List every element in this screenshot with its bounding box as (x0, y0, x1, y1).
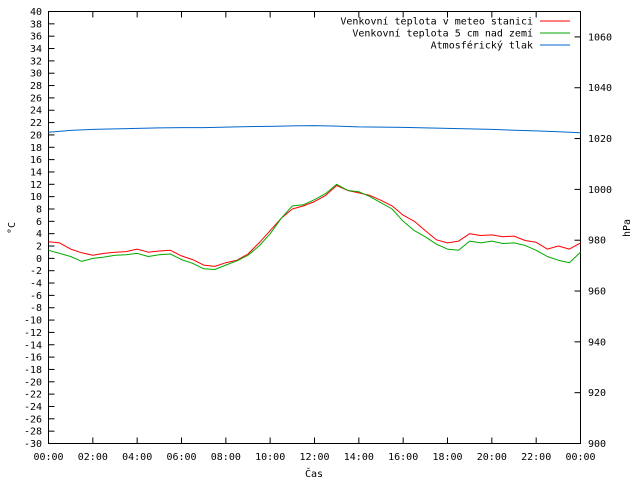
x-tick-label: 00:00 (565, 452, 595, 463)
y-right-tick-label: 960 (588, 287, 606, 298)
x-tick-label: 22:00 (521, 452, 551, 463)
y-left-tick-label: 0 (36, 254, 42, 265)
y-axis-left-title: °C (7, 222, 18, 234)
y-axis-left: 4038363432302826242220181614121086420-2-… (24, 7, 55, 450)
y-left-tick-label: 26 (30, 93, 42, 104)
y-right-tick-label: 920 (588, 388, 606, 399)
y-axis-right: 1060 1040 1020 1000 980 960 940 920 900 (574, 32, 612, 450)
y-left-tick-label: 22 (30, 118, 42, 129)
legend: Venkovní teplota v meteo staniciVenkovní… (340, 16, 570, 52)
y-left-tick-label: 12 (30, 180, 42, 191)
x-tick-label: 06:00 (166, 452, 196, 463)
y-right-tick-label: 1020 (588, 134, 612, 145)
y-left-tick-label: 10 (30, 192, 42, 203)
y-left-tick-label: 18 (30, 143, 42, 154)
y-left-tick-label: 20 (30, 130, 42, 141)
y-left-tick-label: -4 (30, 279, 42, 290)
y-left-tick-label: -10 (24, 316, 42, 327)
y-left-tick-label: -12 (24, 328, 42, 339)
y-left-tick-label: 8 (36, 204, 42, 215)
legend-label: Venkovní teplota 5 cm nad zemí (352, 28, 533, 40)
y-left-tick-label: -2 (30, 266, 42, 277)
y-left-tick-label: 30 (30, 69, 42, 80)
y-left-tick-label: 16 (30, 155, 42, 166)
y-right-tick-label: 1040 (588, 83, 612, 94)
series-line-venkovni-teplota-v-meteo-stanici (48, 185, 581, 267)
x-axis-title: Čas (305, 467, 323, 480)
y-left-tick-label: 28 (30, 81, 42, 92)
legend-label: Atmosférický tlak (431, 40, 533, 52)
y-left-tick-label: 14 (30, 167, 42, 178)
y-left-tick-label: 6 (36, 217, 42, 228)
y-left-tick-label: -16 (24, 353, 42, 364)
y-left-tick-label: 38 (30, 19, 42, 30)
y-left-tick-label: 2 (36, 242, 42, 253)
x-axis: 00:00 02:00 04:00 06:00 08:00 10:00 12:00 14:00… (33, 11, 596, 463)
x-tick-label: 14:00 (344, 452, 374, 463)
y-left-tick-label: -28 (24, 427, 42, 438)
x-tick-label: 20:00 (477, 452, 507, 463)
x-tick-label: 00:00 (33, 452, 63, 463)
y-right-tick-label: 900 (588, 439, 606, 450)
y-left-tick-label: -14 (24, 340, 42, 351)
x-tick-label: 08:00 (211, 452, 241, 463)
y-left-tick-label: -30 (24, 439, 42, 450)
x-tick-label: 16:00 (388, 452, 418, 463)
y-right-tick-label: 1000 (588, 185, 612, 196)
x-tick-label: 10:00 (255, 452, 285, 463)
x-tick-label: 04:00 (122, 452, 152, 463)
y-left-tick-label: -22 (24, 390, 42, 401)
y-right-tick-label: 980 (588, 236, 606, 247)
y-left-tick-label: -26 (24, 414, 42, 425)
y-right-tick-label: 1060 (588, 32, 612, 43)
series-line-atmosfericky-tlak (48, 125, 581, 134)
y-axis-right-title: hPa (622, 219, 633, 237)
y-left-tick-label: 32 (30, 56, 42, 67)
y-left-tick-label: 40 (30, 7, 42, 18)
y-left-tick-label: 36 (30, 32, 42, 43)
y-left-tick-label: 24 (30, 106, 42, 117)
series-lines (48, 125, 581, 270)
y-left-tick-label: -18 (24, 365, 42, 376)
y-left-tick-label: 4 (36, 229, 42, 240)
y-left-tick-label: -24 (24, 402, 42, 413)
x-tick-label: 18:00 (432, 452, 462, 463)
y-left-tick-label: -8 (30, 303, 42, 314)
y-right-tick-label: 940 (588, 337, 606, 348)
x-tick-label: 12:00 (299, 452, 329, 463)
y-left-tick-label: -6 (30, 291, 42, 302)
x-tick-label: 02:00 (78, 452, 108, 463)
legend-label: Venkovní teplota v meteo stanici (340, 16, 533, 28)
y-left-tick-label: 34 (30, 44, 42, 55)
series-line-venkovni-teplota-5-cm-nad-zemi (48, 183, 581, 270)
plot-border (48, 11, 581, 444)
y-left-tick-label: -20 (24, 377, 42, 388)
